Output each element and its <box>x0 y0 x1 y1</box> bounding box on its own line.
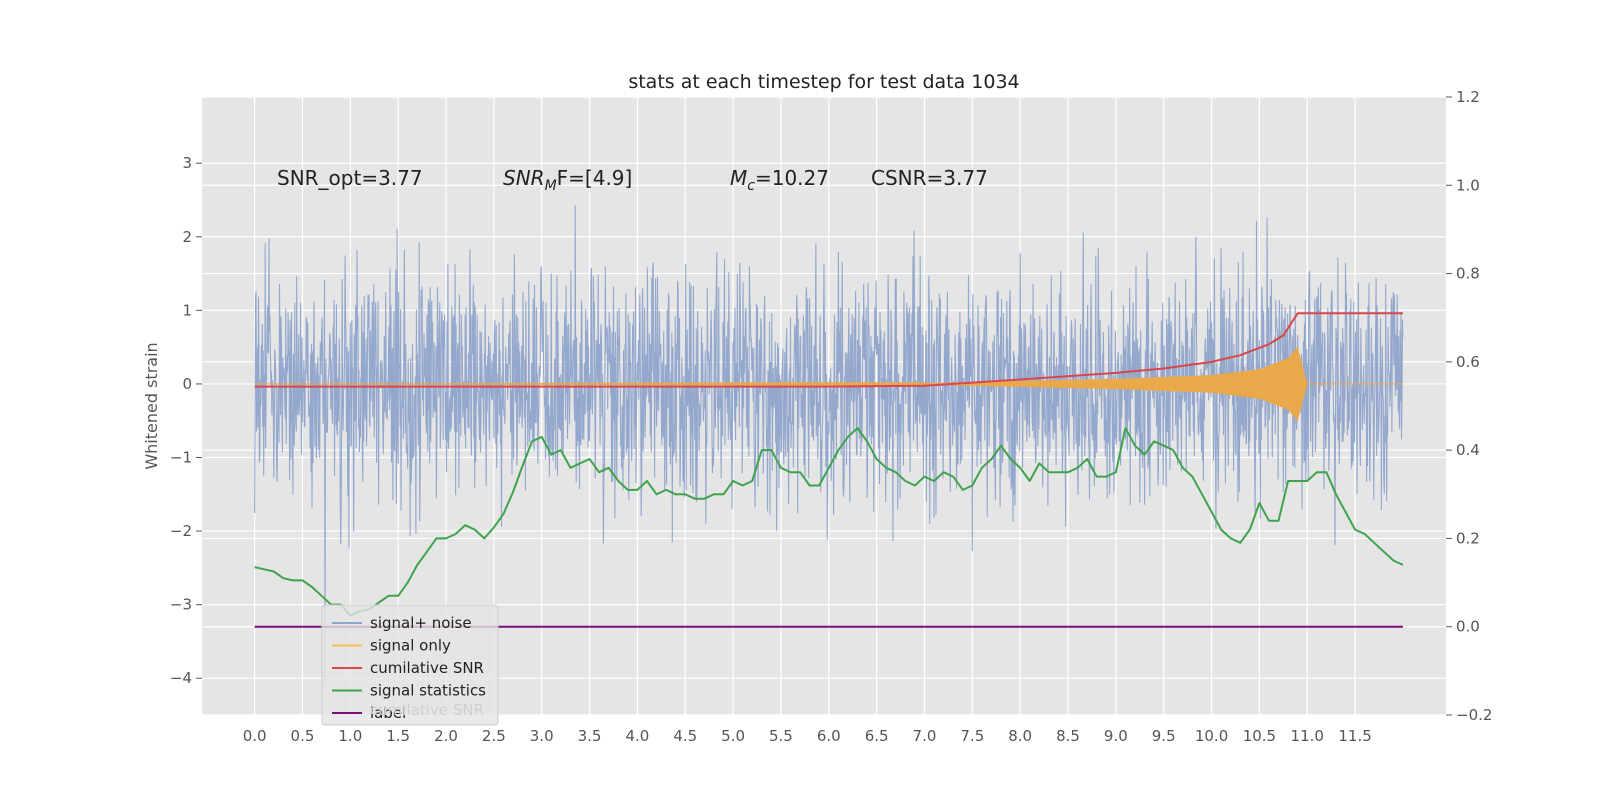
signal-only-layer <box>254 347 1403 421</box>
x-tick-label: 7.5 <box>960 727 984 745</box>
y-tick-label-right: 0.2 <box>1456 529 1480 547</box>
legend-entry-label: signal statistics <box>370 682 486 700</box>
snr-opt-annotation: SNR_opt=3.77 <box>277 166 423 190</box>
legend-entry-label: signal only <box>370 637 451 655</box>
signal-noise-layer <box>254 205 1404 686</box>
y-tick-label-right: 0.4 <box>1456 441 1480 459</box>
series-signal-only <box>254 347 1403 421</box>
x-tick-label: 9.0 <box>1104 727 1128 745</box>
x-tick-label: 10.5 <box>1243 727 1276 745</box>
x-tick-label: 2.0 <box>434 727 458 745</box>
legend-entry-label: cumilative SNR <box>370 659 484 677</box>
x-tick-label: 11.0 <box>1291 727 1324 745</box>
x-tick-label: 1.5 <box>386 727 410 745</box>
annotations: SNR_opt=3.77 SNRMF=[4.9] Mc=10.27 CSNR=3… <box>277 166 988 194</box>
x-tick-label: 0.5 <box>291 727 315 745</box>
x-tick-label: 9.5 <box>1152 727 1176 745</box>
x-tick-label: 6.0 <box>817 727 841 745</box>
legend-box <box>321 604 499 726</box>
y-tick-label-right: −0.2 <box>1456 706 1492 724</box>
snr-mf-sub: M <box>545 178 557 194</box>
y-tick-label-left: −3 <box>170 596 192 614</box>
x-tick-label: 4.5 <box>673 727 697 745</box>
snr-mf-annotation: SNRMF=[4.9] <box>503 166 632 194</box>
x-tick-label: 5.5 <box>769 727 793 745</box>
x-tick-label: 8.0 <box>1008 727 1032 745</box>
snr-mf-base: SNR <box>503 166 545 190</box>
x-tick-label: 11.5 <box>1338 727 1371 745</box>
x-tick-label: 3.0 <box>530 727 554 745</box>
mc-base: M <box>730 166 747 190</box>
legend-entry-label: signal+ noise <box>370 614 472 632</box>
y-tick-label-left: 2 <box>182 228 192 246</box>
series-cumilative-snr <box>254 312 1403 388</box>
y-tick-label-right: 0.6 <box>1456 353 1480 371</box>
y-tick-label-left: −4 <box>170 669 192 687</box>
x-tick-label: 4.0 <box>625 727 649 745</box>
x-tick-label: 3.5 <box>578 727 602 745</box>
series-signal-noise <box>254 205 1404 686</box>
y-tick-label-right: 1.2 <box>1456 88 1480 106</box>
x-tick-label: 6.5 <box>865 727 889 745</box>
x-tick-label: 2.5 <box>482 727 506 745</box>
x-tick-label: 1.0 <box>338 727 362 745</box>
chart-title: stats at each timestep for test data 103… <box>628 71 1019 93</box>
y-tick-label-left: 3 <box>182 154 192 172</box>
y-tick-label-right: 0.0 <box>1456 618 1480 636</box>
mc-rest: =10.27 <box>755 166 829 190</box>
x-tick-label: 8.5 <box>1056 727 1080 745</box>
ticks-layer: 0.0 0.5 1.0 1.5 2.0 2.5 3.0 3.5 4.0 4.5 5.0 5.5 6.0 6… <box>170 88 1493 745</box>
csnr-annotation: CSNR=3.77 <box>871 166 988 190</box>
mc-annotation: Mc=10.27 <box>730 166 829 194</box>
x-tick-label: 5.0 <box>721 727 745 745</box>
snr-mf-rest: F=[4.9] <box>557 166 633 190</box>
y-tick-label-left: 1 <box>182 301 192 319</box>
legend-entry-label: label <box>370 704 406 722</box>
series-signal-statistics <box>254 427 1404 617</box>
mc-sub: c <box>747 178 755 194</box>
x-tick-label: 7.0 <box>913 727 937 745</box>
x-tick-label: 0.0 <box>243 727 267 745</box>
x-tick-label: 10.0 <box>1195 727 1228 745</box>
legend-hidden-text: cumilative SNR <box>370 701 484 719</box>
y-tick-label-left: −2 <box>170 522 192 540</box>
y-tick-label-right: 0.8 <box>1456 265 1480 283</box>
y-tick-label-left: −1 <box>170 449 192 467</box>
y-tick-label-left: 0 <box>182 375 192 393</box>
y-tick-label-right: 1.0 <box>1456 176 1480 194</box>
y-axis-label: Whitened strain <box>142 342 161 469</box>
